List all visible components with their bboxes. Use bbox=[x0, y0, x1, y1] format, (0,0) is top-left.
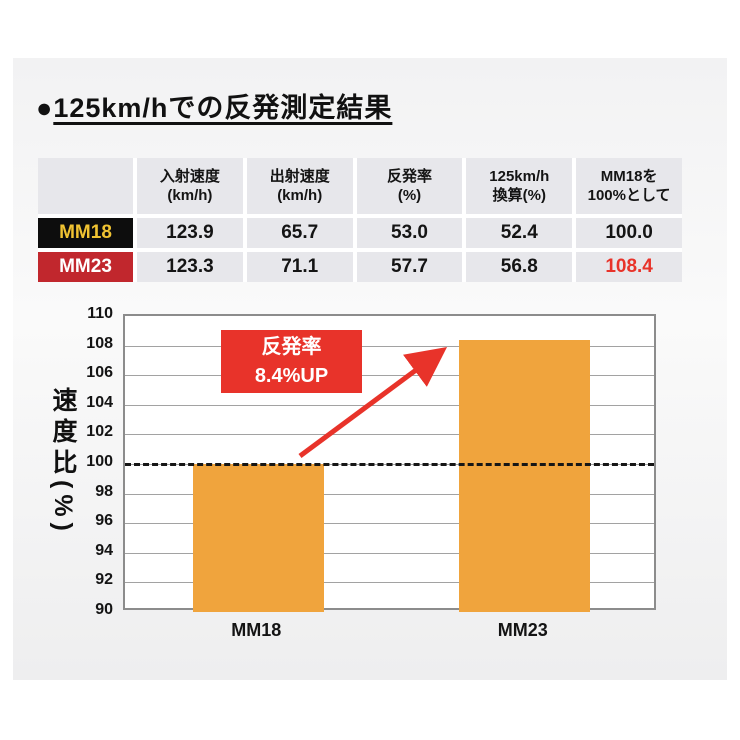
bar-mm18 bbox=[192, 464, 324, 612]
gridline bbox=[125, 434, 654, 436]
table-header-inbound-speed: 入射速度 (km/h) bbox=[137, 158, 243, 214]
gridline bbox=[125, 375, 654, 377]
bar-mm23 bbox=[459, 339, 591, 612]
table-cell: 53.0 bbox=[356, 218, 463, 248]
gridline bbox=[125, 493, 654, 495]
results-table: 入射速度 (km/h) 出射速度 (km/h) 反発率 (%) 125km/h … bbox=[38, 158, 682, 282]
table-cell: 123.9 bbox=[137, 218, 243, 248]
table-cell: 123.3 bbox=[137, 252, 243, 282]
y-tick-label: 96 bbox=[95, 512, 113, 530]
y-tick-label: 90 bbox=[95, 601, 113, 618]
x-axis-label: MM23 bbox=[497, 620, 548, 640]
annotation-callout: 反発率 8.4%UP bbox=[221, 330, 362, 393]
gridline bbox=[125, 523, 654, 525]
table-header-vs-mm18: MM18を 100%として bbox=[576, 158, 682, 214]
gridline bbox=[125, 345, 654, 347]
y-tick-label: 98 bbox=[95, 482, 113, 500]
table-cell: 65.7 bbox=[246, 218, 353, 248]
x-axis-label: MM18 bbox=[231, 620, 282, 640]
table-cell: 71.1 bbox=[246, 252, 353, 282]
reference-line-100 bbox=[125, 462, 654, 466]
row-label-mm23: MM23 bbox=[38, 252, 133, 282]
y-tick-label: 110 bbox=[87, 305, 113, 322]
y-axis-label: 速度比(%) bbox=[49, 387, 77, 537]
table-cell: 57.7 bbox=[356, 252, 463, 282]
table-cell: 52.4 bbox=[466, 218, 573, 248]
gridline bbox=[125, 404, 654, 406]
plot-area bbox=[123, 314, 656, 612]
table-header-empty bbox=[38, 158, 133, 214]
y-tick-label: 104 bbox=[86, 393, 113, 411]
y-tick-label: 92 bbox=[95, 571, 113, 589]
table-header-outbound-speed: 出射速度 (km/h) bbox=[246, 158, 353, 214]
y-tick-label: 102 bbox=[86, 423, 113, 441]
y-tick-label: 108 bbox=[86, 334, 113, 352]
title-text: 125km/hでの反発測定結果 bbox=[53, 93, 393, 123]
title-bullet: ● bbox=[36, 93, 54, 123]
table-cell: 56.8 bbox=[466, 252, 573, 282]
page-title: ●125km/hでの反発測定結果 bbox=[36, 86, 392, 125]
y-tick-label: 106 bbox=[86, 364, 113, 382]
arrow-icon bbox=[298, 347, 448, 459]
table-header-rebound-rate: 反発率 (%) bbox=[356, 158, 463, 214]
row-label-mm18: MM18 bbox=[38, 218, 133, 248]
y-tick-label: 94 bbox=[95, 541, 113, 559]
table-cell: 100.0 bbox=[576, 218, 682, 248]
gridline bbox=[125, 552, 654, 554]
gridline bbox=[125, 582, 654, 584]
table-cell-highlight: 108.4 bbox=[576, 252, 682, 282]
y-tick-label: 100 bbox=[86, 453, 113, 470]
table-header-converted: 125km/h 換算(%) bbox=[466, 158, 573, 214]
